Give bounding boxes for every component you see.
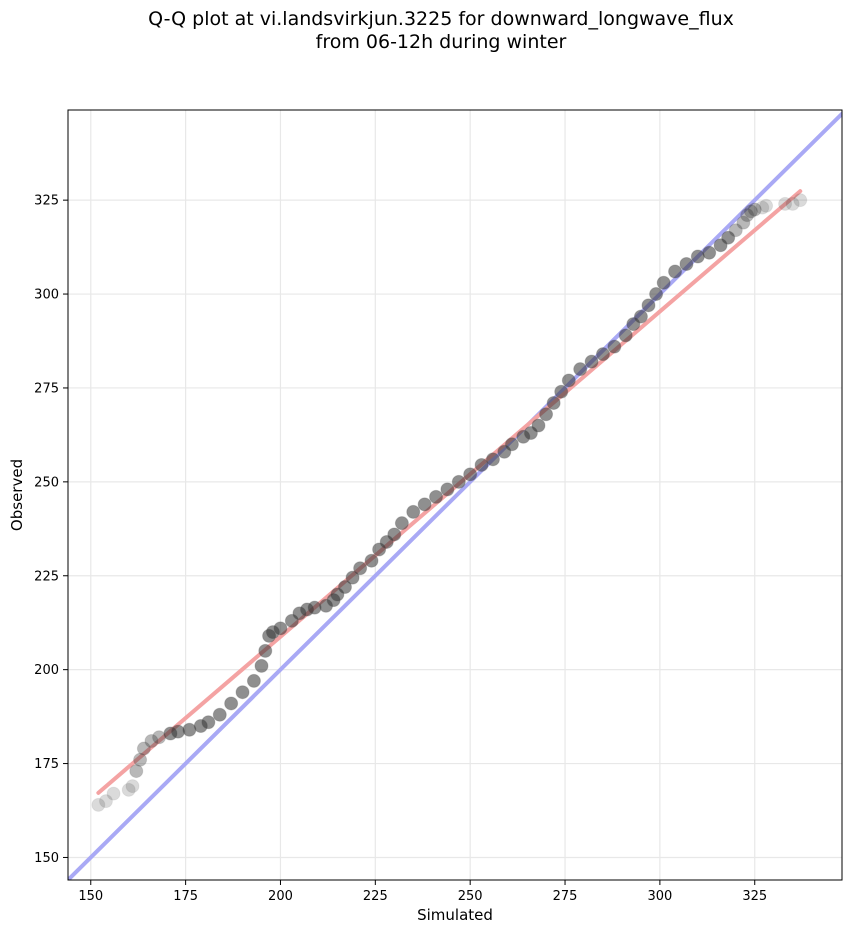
- quantile-point: [387, 527, 402, 542]
- x-axis-label: Simulated: [417, 906, 493, 924]
- x-tick-label: 300: [647, 889, 672, 904]
- quantile-point: [201, 715, 216, 730]
- quantile-point: [394, 516, 409, 531]
- quantile-point: [235, 685, 250, 700]
- y-tick-label: 300: [34, 288, 59, 303]
- quantile-point: [273, 621, 288, 636]
- quantile-point: [364, 553, 379, 568]
- quantile-point: [258, 643, 273, 658]
- quantile-point: [125, 779, 140, 794]
- quantile-point: [778, 196, 793, 211]
- quantile-point: [702, 245, 717, 260]
- x-tick-label: 200: [268, 889, 293, 904]
- reference-lines: [68, 111, 842, 880]
- quantile-point: [121, 782, 136, 797]
- x-tick-label: 175: [173, 889, 198, 904]
- plot-area-frame: [67, 109, 843, 881]
- quantile-point: [561, 373, 576, 388]
- quantile-point: [641, 298, 656, 313]
- quantile-point: [539, 407, 554, 422]
- quantile-point: [668, 264, 683, 279]
- quantile-point: [785, 196, 800, 211]
- quantile-point: [171, 724, 186, 739]
- quantile-point: [451, 474, 466, 489]
- quantile-point: [98, 794, 113, 809]
- quantile-point: [91, 797, 106, 812]
- quantile-point: [531, 418, 546, 433]
- quantile-point: [212, 707, 227, 722]
- x-tick-label: 250: [458, 889, 483, 904]
- quantile-point: [417, 497, 432, 512]
- quantile-point: [747, 202, 762, 217]
- quantile-point: [463, 467, 478, 482]
- quantile-point: [728, 223, 743, 238]
- quantile-point: [573, 362, 588, 377]
- x-tick-label: 275: [553, 889, 578, 904]
- quantile-point: [224, 696, 239, 711]
- y-axis-ticks: 150 175 200 225 250 275 300 325: [34, 194, 68, 866]
- quantile-point: [337, 580, 352, 595]
- quantile-point: [429, 489, 444, 504]
- quantile-point: [136, 741, 151, 756]
- quantile-point: [607, 339, 622, 354]
- quantile-point: [345, 570, 360, 585]
- quantile-point: [474, 457, 489, 472]
- quantile-point: [485, 452, 500, 467]
- quantile-point: [554, 384, 569, 399]
- identity-line: [68, 111, 842, 880]
- y-tick-label: 275: [34, 381, 59, 396]
- quantile-point: [546, 395, 561, 410]
- quantile-point: [144, 734, 159, 749]
- quantile-point: [740, 208, 755, 223]
- quantile-point: [743, 204, 758, 219]
- quantile-point: [736, 215, 751, 230]
- chart-title-line-2: from 06-12h during winter: [316, 31, 567, 53]
- quantile-point: [679, 257, 694, 271]
- quantile-point: [246, 673, 261, 688]
- quantile-point: [793, 193, 808, 208]
- quantile-point: [133, 752, 148, 767]
- y-tick-label: 325: [34, 194, 59, 209]
- y-tick-label: 200: [34, 663, 59, 678]
- y-tick-label: 250: [34, 475, 59, 490]
- quantile-point: [106, 786, 121, 801]
- y-tick-label: 150: [34, 851, 59, 866]
- quantile-point: [254, 658, 269, 673]
- x-tick-label: 325: [742, 889, 767, 904]
- x-tick-label: 225: [363, 889, 388, 904]
- quantile-point: [656, 275, 671, 290]
- quantile-point: [440, 482, 455, 497]
- quantile-point: [406, 504, 421, 519]
- chart-title-line-1: Q-Q plot at vi.landsvirkjun.3225 for dow…: [148, 8, 734, 30]
- quantile-point: [649, 287, 664, 302]
- quantile-point: [307, 600, 322, 615]
- quantile-point: [129, 764, 144, 779]
- quantile-point: [584, 354, 599, 369]
- x-axis-ticks: 150 175 200 225 250 275 300 325: [78, 880, 767, 904]
- quantile-point: [595, 347, 610, 362]
- quantile-points: [91, 193, 808, 812]
- quantile-point: [755, 200, 770, 215]
- quantile-point: [633, 309, 648, 324]
- x-tick-label: 150: [78, 889, 103, 904]
- y-tick-label: 225: [34, 569, 59, 584]
- quantile-point: [721, 230, 736, 245]
- y-tick-label: 175: [34, 757, 59, 772]
- quantile-point: [504, 437, 519, 452]
- y-axis-label: Observed: [8, 459, 26, 531]
- quantile-point: [353, 561, 368, 576]
- quantile-point: [618, 328, 633, 343]
- quantile-point: [759, 198, 774, 213]
